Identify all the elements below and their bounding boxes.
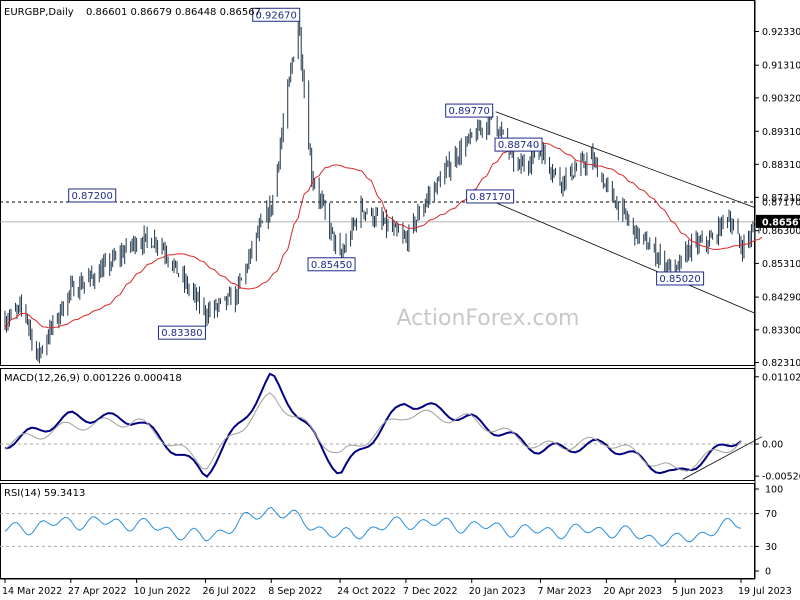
price-y-tick-label: 0.90320 [762, 93, 800, 104]
x-tick-label: 7 Mar 2023 [538, 586, 592, 597]
price-y-tick-label: 0.88310 [762, 160, 800, 171]
price-y-tick-label: 0.85310 [762, 259, 800, 270]
rsi-panel-title: RSI(14) 59.3413 [4, 488, 85, 499]
price-y-tick-label: 0.91310 [762, 61, 800, 72]
macd-y-tick-label: 0.00 [762, 440, 783, 451]
price-y-tick-label: 0.86300 [762, 226, 800, 237]
x-tick-label: 20 Jan 2023 [469, 586, 526, 597]
current-price-tag-label: 0.86567 [762, 217, 800, 228]
x-tick-label: 27 Apr 2022 [68, 586, 127, 597]
x-tick-label: 5 Jun 2023 [672, 586, 723, 597]
price-chart-title: EURGBP,Daily [4, 7, 74, 18]
rsi-y-tick-label: 0 [765, 567, 771, 578]
price-annotation-label: 0.88740 [498, 140, 539, 151]
rsi-line [4, 506, 742, 547]
price-y-tick-label: 0.89310 [762, 127, 800, 138]
x-tick-label: 14 Mar 2022 [2, 586, 62, 597]
price-panel-frame [0, 0, 755, 366]
macd-panel-frame [0, 368, 755, 481]
price-annotation-box [466, 189, 515, 204]
ohlc-header: 0.86601 0.86679 0.86448 0.86567 [86, 7, 261, 18]
watermark: ActionForex.com [397, 306, 580, 331]
macd-y-tick-label: 0.011027 [762, 372, 800, 383]
x-tick-label: 10 Jun 2022 [134, 586, 191, 597]
rsi-y-tick-label: 70 [765, 509, 777, 520]
moving-average-line [4, 142, 763, 329]
price-annotation-box [68, 188, 117, 203]
price-annotation-label: 0.85020 [659, 274, 700, 285]
price-annotation-label: 0.92670 [256, 10, 297, 21]
price-y-tick-label: 0.82310 [762, 358, 800, 369]
rsi-y-tick-label: 100 [765, 485, 783, 496]
price-annotation-label: 0.85450 [311, 260, 352, 271]
current-price-tag [756, 214, 800, 228]
macd-line [4, 372, 742, 478]
price-annotation-box [307, 257, 356, 272]
price-y-tick-label: 0.83300 [762, 325, 800, 336]
rsi-y-tick-label: 30 [765, 542, 777, 553]
price-annotation-label: 0.87200 [72, 191, 113, 202]
price-annotation-label: 0.89770 [448, 106, 489, 117]
macd-trendline [682, 436, 763, 480]
channel-upper-line [495, 111, 756, 208]
x-tick-label: 7 Dec 2022 [403, 586, 458, 597]
channel-lower-line [495, 202, 756, 314]
x-tick-label: 8 Sep 2022 [268, 586, 322, 597]
x-tick-label: 24 Oct 2022 [337, 586, 396, 597]
resistance-tag-bg [756, 194, 800, 208]
price-y-tick-label: 0.92330 [762, 27, 800, 38]
price-y-tick-label: 0.84290 [762, 293, 800, 304]
price-annotation-label: 0.87170 [469, 192, 510, 203]
macd-signal-line [4, 391, 742, 472]
price-annotation-box [157, 325, 206, 340]
price-annotation-box [445, 103, 494, 118]
price-annotation-box [656, 271, 705, 286]
x-tick-label: 20 Apr 2023 [603, 586, 662, 597]
x-tick-label: 26 Jul 2022 [202, 586, 256, 597]
resistance-tag-label: 0.87170 [762, 197, 800, 208]
price-annotation-box [494, 137, 543, 152]
x-tick-label: 19 Jul 2023 [738, 586, 792, 597]
macd-y-tick-label: -0.005267 [762, 472, 800, 483]
price-annotation-label: 0.83380 [161, 328, 202, 339]
macd-panel-title: MACD(12,26,9) 0.001226 0.000418 [4, 373, 182, 384]
price-y-tick-label: 0.87310 [762, 193, 800, 204]
rsi-panel-frame [0, 483, 755, 579]
price-annotation-box [252, 7, 301, 22]
